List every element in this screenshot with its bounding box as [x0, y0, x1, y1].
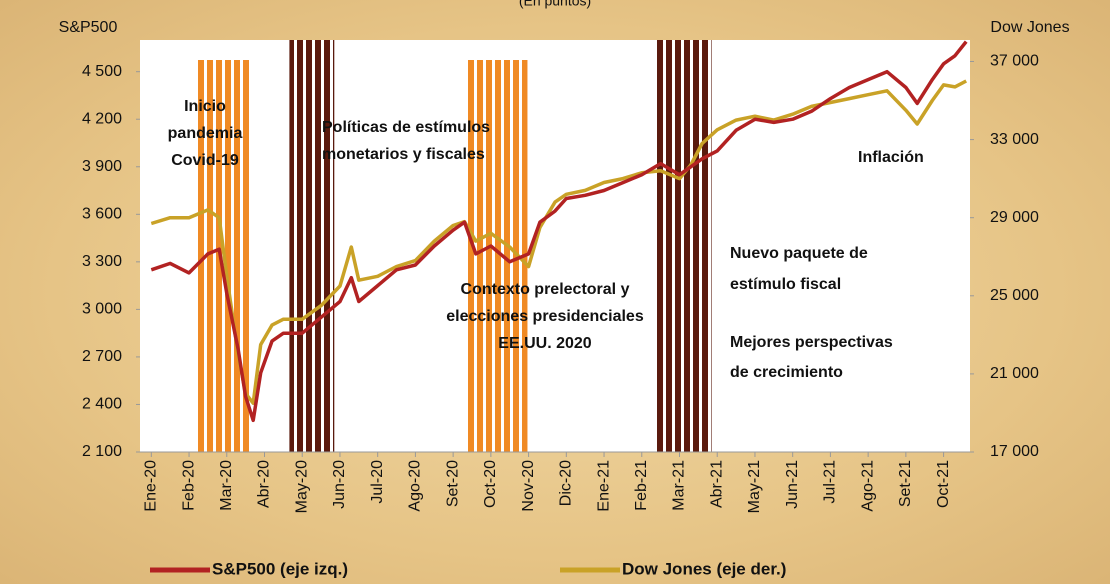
y-tick-label: 2 400	[82, 396, 122, 413]
annotation: EE.UU. 2020	[498, 335, 591, 352]
y2-tick-label: 17 000	[990, 443, 1039, 460]
x-tick-label: Set-21	[897, 460, 914, 507]
x-tick-label: Jul-20	[369, 460, 386, 504]
annotation: Inflación	[858, 149, 924, 166]
x-tick-label: Ene-20	[143, 460, 160, 512]
x-tick-label: Dic-20	[558, 460, 575, 506]
annotation: estímulo fiscal	[730, 276, 841, 293]
annotation: Contexto prelectoral y	[461, 281, 630, 298]
x-tick-label: Ago-20	[407, 460, 424, 512]
y-tick-label: 2 700	[82, 348, 122, 365]
x-tick-label: Jul-21	[822, 460, 839, 504]
annotation: Mejores perspectivas	[730, 334, 893, 351]
y2-tick-label: 33 000	[990, 131, 1039, 148]
y-tick-label: 2 100	[82, 443, 122, 460]
x-tick-label: Oct-21	[935, 460, 952, 508]
period-band	[654, 40, 712, 452]
annotation: Nuevo paquete de	[730, 245, 868, 262]
y-tick-label: 3 300	[82, 253, 122, 270]
annotation: Inicio	[184, 98, 226, 115]
annotation: Políticas de estímulos	[322, 119, 490, 136]
period-band	[289, 40, 335, 452]
y-axis-title: S&P500	[59, 19, 118, 36]
annotation: elecciones presidenciales	[446, 308, 644, 325]
y-tick-label: 3 000	[82, 301, 122, 318]
legend-label: S&P500 (eje izq.)	[212, 559, 348, 578]
x-tick-label: Ene-21	[595, 460, 612, 512]
y2-tick-label: 37 000	[990, 53, 1039, 70]
y2-tick-label: 29 000	[990, 209, 1039, 226]
chart-title: (En puntos)	[519, 0, 591, 9]
x-tick-label: Oct-20	[482, 460, 499, 508]
annotation: Covid-19	[171, 152, 239, 169]
y-tick-label: 4 200	[82, 110, 122, 127]
x-tick-label: Feb-20	[180, 460, 197, 511]
y-tick-label: 4 500	[82, 63, 122, 80]
annotation: pandemia	[168, 125, 243, 142]
y2-axis-title: Dow Jones	[990, 19, 1069, 36]
x-tick-label: Abr-20	[256, 460, 273, 508]
x-tick-label: Nov-20	[520, 460, 537, 512]
annotation: de crecimiento	[730, 364, 843, 381]
x-tick-label: Jun-20	[331, 460, 348, 509]
series-line	[150, 40, 968, 423]
legend-label: Dow Jones (eje der.)	[622, 559, 786, 578]
x-tick-label: Set-20	[444, 460, 461, 507]
x-tick-label: Abr-21	[708, 460, 725, 508]
y-tick-label: 3 900	[82, 158, 122, 175]
annotation: monetarios y fiscales	[322, 146, 485, 163]
x-tick-label: May-21	[746, 460, 763, 513]
x-tick-label: Mar-20	[218, 460, 235, 511]
series-line	[150, 79, 968, 405]
y2-tick-label: 21 000	[990, 365, 1039, 382]
x-tick-label: Mar-21	[671, 460, 688, 511]
y2-tick-label: 25 000	[990, 287, 1039, 304]
x-tick-label: Feb-21	[633, 460, 650, 511]
x-tick-label: May-20	[293, 460, 310, 513]
x-tick-label: Ago-21	[859, 460, 876, 512]
plot-area	[140, 40, 970, 452]
y-tick-label: 3 600	[82, 206, 122, 223]
x-tick-label: Jun-21	[784, 460, 801, 509]
